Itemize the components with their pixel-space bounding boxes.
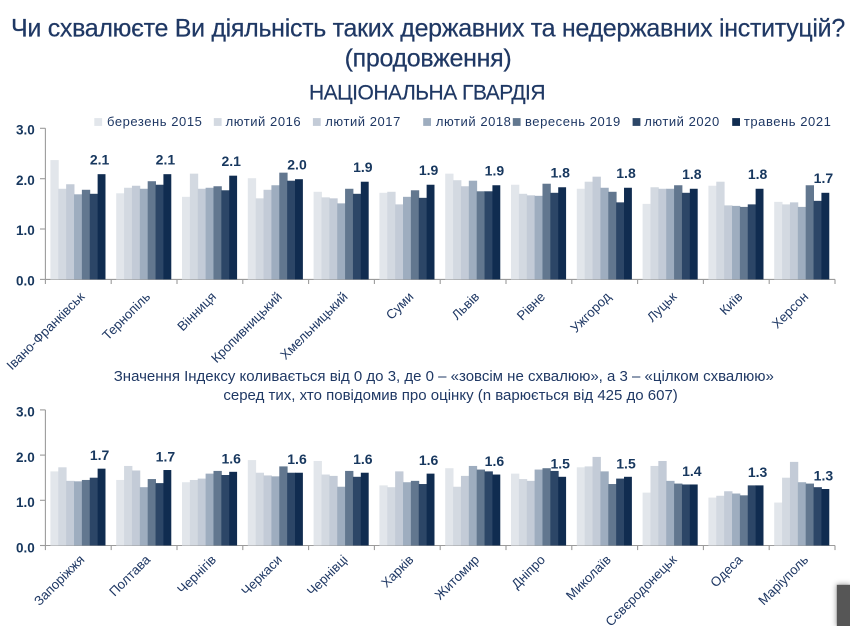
svg-text:1.4: 1.4 [682,463,702,479]
svg-text:1.8: 1.8 [682,166,702,182]
svg-text:2.0: 2.0 [287,156,307,172]
svg-text:3.0: 3.0 [16,405,35,420]
svg-text:1.6: 1.6 [419,452,439,468]
svg-text:1.6: 1.6 [485,453,505,469]
svg-text:1.0: 1.0 [16,223,35,238]
svg-text:2.1: 2.1 [90,151,110,167]
svg-text:1.6: 1.6 [287,451,307,467]
svg-text:1.5: 1.5 [616,455,636,471]
svg-text:НАЦІОНАЛЬНА ГВАРДІЯ: НАЦІОНАЛЬНА ГВАРДІЯ [309,82,545,105]
svg-text:2.0: 2.0 [16,450,35,465]
svg-text:1.8: 1.8 [748,166,768,182]
svg-text:лютий 2018: лютий 2018 [436,114,512,129]
svg-text:2.0: 2.0 [16,173,35,188]
svg-text:вересень 2019: вересень 2019 [525,114,621,129]
svg-text:лютий 2016: лютий 2016 [226,114,302,129]
svg-text:1.3: 1.3 [748,464,768,480]
svg-text:серед тих, хто повідомив про о: серед тих, хто повідомив про оцінку (n в… [223,387,677,404]
svg-text:1.0: 1.0 [16,495,35,510]
svg-text:1.7: 1.7 [90,447,110,463]
svg-text:(продовження): (продовження) [345,44,512,72]
svg-text:Чи схвалюєте Ви діяльність так: Чи схвалюєте Ви діяльність таких державн… [11,15,845,43]
svg-text:2.1: 2.1 [221,153,241,169]
svg-text:Значення Індексу коливається в: Значення Індексу коливається від 0 до 3,… [114,368,774,385]
svg-text:1.7: 1.7 [814,170,834,186]
svg-text:1.9: 1.9 [419,162,439,178]
svg-text:1.7: 1.7 [156,449,176,465]
svg-text:1.6: 1.6 [353,451,373,467]
svg-text:0.0: 0.0 [16,540,35,555]
svg-text:лютий 2020: лютий 2020 [644,114,720,129]
svg-text:0.0: 0.0 [16,274,35,289]
svg-text:1.5: 1.5 [550,455,570,471]
svg-text:1.3: 1.3 [814,468,834,484]
svg-text:травень 2021: травень 2021 [744,114,832,129]
svg-text:1.6: 1.6 [221,450,241,466]
svg-text:2.1: 2.1 [156,151,176,167]
svg-text:1.8: 1.8 [550,165,570,181]
svg-text:1.8: 1.8 [616,165,636,181]
svg-text:лютий 2017: лютий 2017 [325,114,401,129]
svg-text:3.0: 3.0 [16,122,35,137]
svg-text:1.9: 1.9 [485,162,505,178]
svg-text:березень 2015: березень 2015 [107,114,202,129]
svg-text:1.9: 1.9 [353,159,373,175]
